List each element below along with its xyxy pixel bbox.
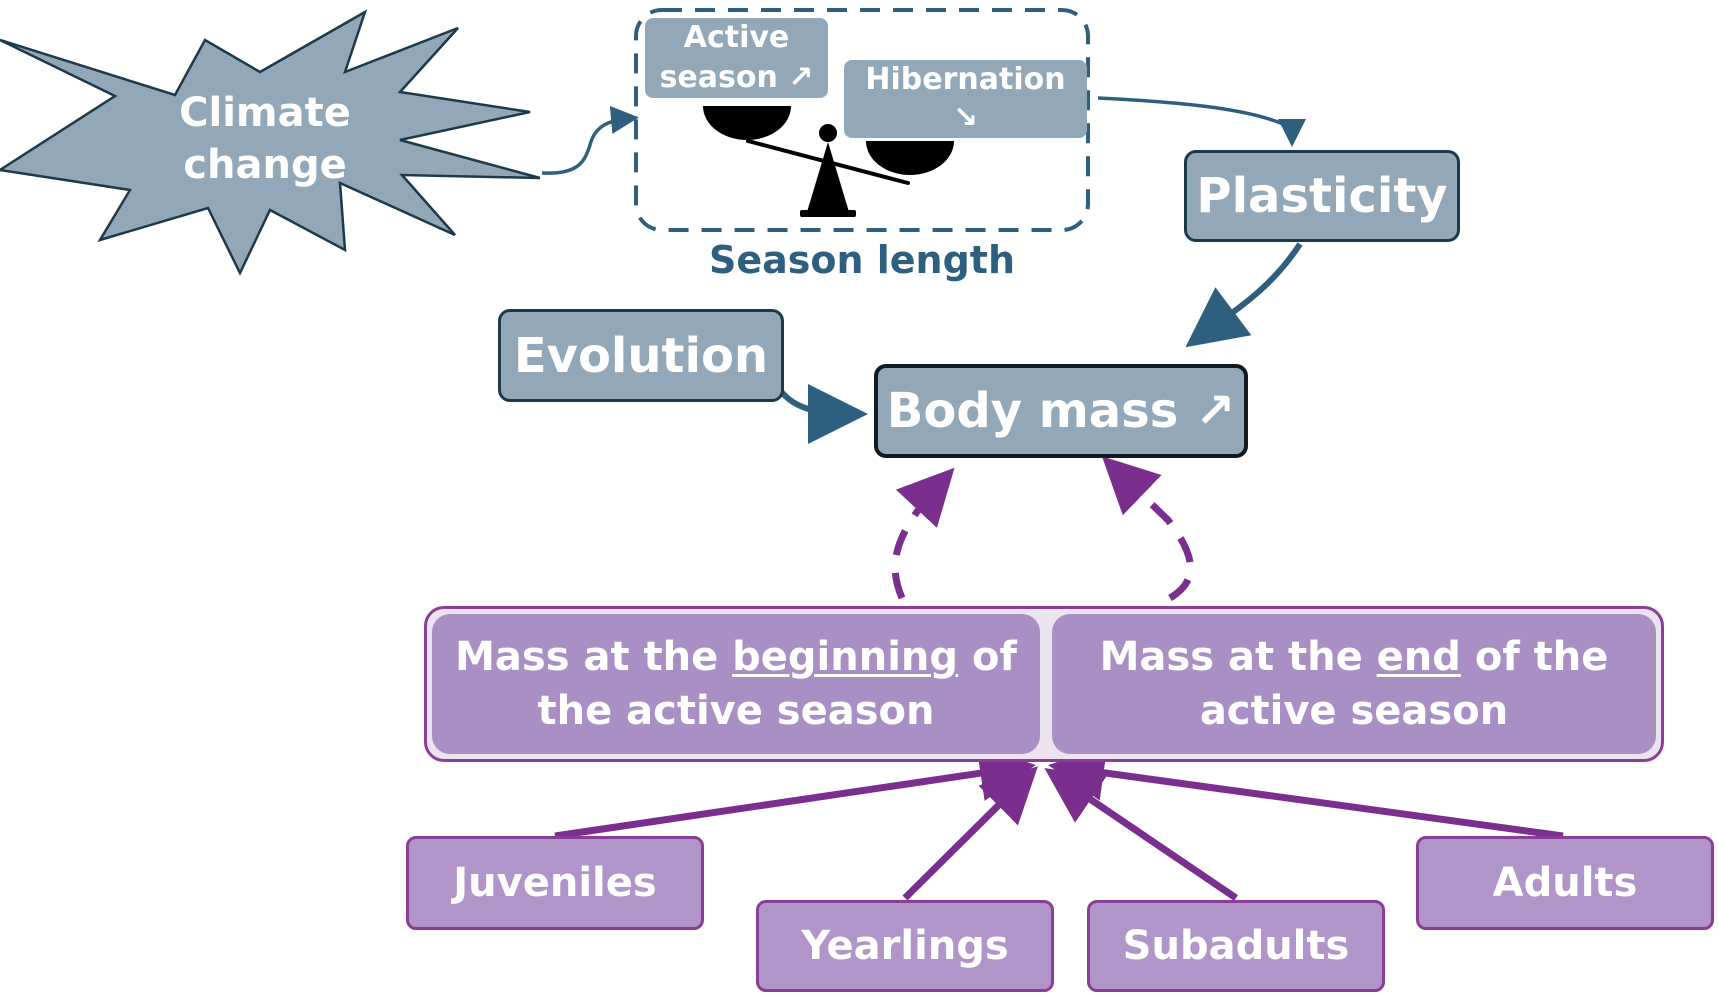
mass-end-line1: Mass at the end of the (1099, 634, 1609, 680)
climate-change-label-1: Climate (179, 90, 351, 136)
yearlings-node: Yearlings (756, 900, 1054, 992)
active-season-box: Active season ↗ (645, 18, 828, 98)
begin-mass-to-bodymass-arrow (891, 467, 955, 600)
end-emphasis: end (1376, 634, 1461, 680)
plasticity-node: Plasticity (1184, 150, 1460, 242)
hibernation-line1: Hibernation (865, 62, 1066, 97)
balance-scale-icon (703, 106, 954, 217)
hibernation-line2: ↘ (952, 100, 979, 135)
active-season-line2: season ↗ (659, 60, 814, 95)
climate-change-label-2: change (183, 142, 346, 188)
mass-end-line2: active season (1199, 688, 1509, 734)
season-length-box (634, 8, 1090, 232)
body-mass-node: Body mass ↗ (874, 364, 1248, 458)
adults-arrow (1048, 744, 1564, 840)
climate-starburst (0, 9, 541, 276)
evolution-to-bodymass-arrow (777, 383, 868, 444)
active-season-line1: Active (683, 20, 790, 55)
mass-end-box: Mass at the end of the active season (1052, 614, 1656, 754)
evolution-node: Evolution (498, 309, 784, 402)
climate-to-season-arrow (541, 105, 639, 175)
subadults-arrow (1044, 768, 1238, 901)
adults-node: Adults (1416, 836, 1714, 930)
season-length-caption: Season length (708, 238, 1016, 282)
subadults-node: Subadults (1087, 900, 1385, 992)
beginning-emphasis: beginning (732, 634, 959, 680)
yearlings-arrow (902, 766, 1038, 901)
mass-beginning-line1: Mass at the beginning of (455, 634, 1017, 680)
mass-beginning-box: Mass at the beginning of the active seas… (432, 614, 1040, 754)
hibernation-box: Hibernation ↘ (844, 60, 1087, 138)
mass-beginning-line2: the active season (537, 688, 935, 734)
end-mass-to-bodymass-arrow (1101, 456, 1194, 601)
juveniles-node: Juveniles (406, 836, 704, 930)
season-to-plasticity-arrow (1097, 96, 1306, 147)
plasticity-to-bodymass-arrow (1185, 242, 1303, 348)
juveniles-arrow (554, 745, 1036, 840)
